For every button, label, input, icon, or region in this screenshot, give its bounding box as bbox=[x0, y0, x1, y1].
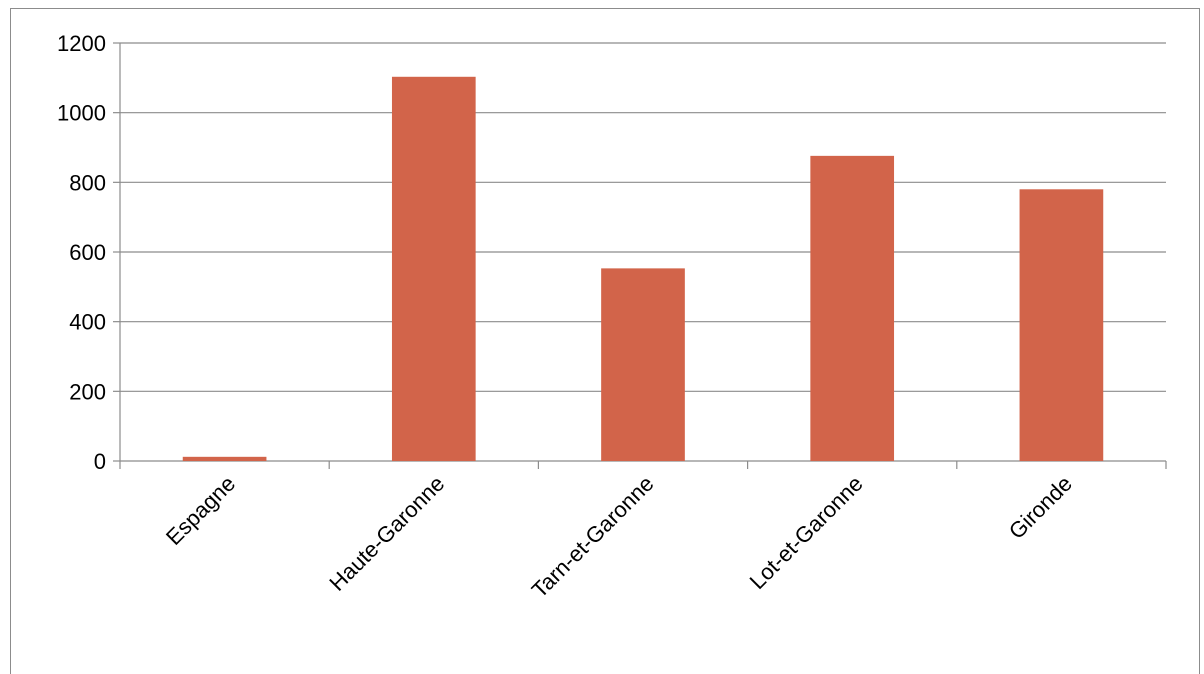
bars bbox=[182, 76, 1104, 462]
y-tick-label: 200 bbox=[69, 379, 106, 404]
bar-espagne bbox=[182, 456, 267, 461]
bar-haute-garonne bbox=[391, 76, 476, 461]
x-tick-labels: Espagne Haute-Garonne Tarn-et-Garonne Lot-e… bbox=[161, 471, 1077, 603]
bar-tarn-et-garonne bbox=[601, 268, 685, 461]
y-tick-label: 1000 bbox=[57, 101, 106, 126]
bar-lot-et-garonne bbox=[810, 155, 895, 462]
y-tick-label: 0 bbox=[94, 449, 106, 474]
x-tick-label: Haute-Garonne bbox=[324, 471, 449, 596]
x-tick-label: Tarn-et-Garonne bbox=[527, 471, 659, 603]
y-tick-label: 600 bbox=[69, 240, 106, 265]
y-tick-label: 400 bbox=[69, 310, 106, 335]
x-tick-label: Espagne bbox=[161, 471, 240, 550]
bar-gironde bbox=[1019, 189, 1104, 462]
y-tick-label: 1200 bbox=[57, 31, 106, 56]
y-tick-label: 800 bbox=[69, 170, 106, 195]
x-tick-label: Gironde bbox=[1004, 471, 1077, 544]
x-tick-label: Lot-et-Garonne bbox=[745, 471, 868, 594]
y-tick-labels: 0 200 400 600 800 1000 1200 bbox=[57, 31, 106, 474]
